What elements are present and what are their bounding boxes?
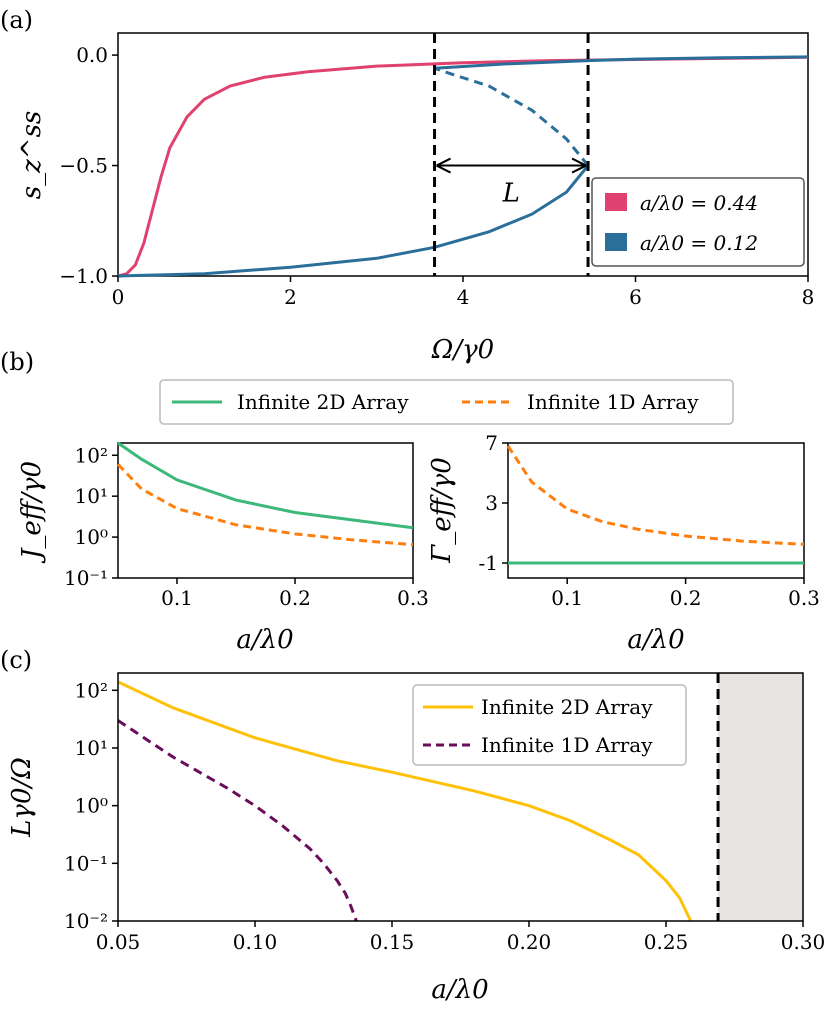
panel-a-series xyxy=(117,55,809,278)
panel-a-ylabel: s_z^ss xyxy=(17,111,47,200)
panel-c-legend-box xyxy=(412,684,687,766)
legend-label-044: a/λ0 = 0.44 xyxy=(640,191,758,215)
panel-b-right-ticks: 0.1 0.2 0.3 7 3 -1 xyxy=(479,431,820,610)
panel-b-legend-box xyxy=(159,379,734,425)
panel-a-ytick-label: 0.0 xyxy=(76,43,108,67)
panel-b-left-xtick-label: 0.2 xyxy=(279,586,311,610)
panel-b-right-ylabel: Γ_eff/γ0 xyxy=(427,457,457,564)
panel-a-plot: L 0 2 4 6 8 0.0 −0.5 −1.0 a/λ0 = 0.44 a/λ0 = 0.… xyxy=(17,32,814,365)
panel-b-right-xtick-label: 0.1 xyxy=(551,586,583,610)
panel-c-legend: Infinite 2D Array Infinite 1D Array xyxy=(412,684,687,766)
panel-a-xtick-label: 6 xyxy=(629,285,642,309)
panel-b-right-plot: 0.1 0.2 0.3 7 3 -1 a/λ0 Γ_eff/γ0 xyxy=(427,431,820,655)
panel-c-series xyxy=(117,680,693,922)
panel-b-left-ytick-label: 10² xyxy=(75,443,108,467)
panel-b-left-xtick-label: 0.1 xyxy=(161,586,193,610)
panel-b-right-xtick-label: 0.3 xyxy=(788,586,820,610)
panel-b-left-plot: 0.1 0.2 0.3 10² 10¹ 10⁰ 10⁻¹ a/λ0 J_eff/γ0 xyxy=(17,441,429,655)
panel-c-shade xyxy=(718,673,803,921)
panel-b-left-ytick-label: 10¹ xyxy=(75,484,108,508)
panel-c-xtick-label: 0.25 xyxy=(644,930,689,954)
panel-a-xlabel: Ω/γ0 xyxy=(431,335,494,365)
panel-b-left-series-0 xyxy=(117,441,414,530)
legend-label-c-1d: Infinite 1D Array xyxy=(481,733,653,757)
panel-b-right-ytick-label: -1 xyxy=(479,551,498,575)
panel-b-left-xlabel: a/λ0 xyxy=(236,625,293,655)
panel-a-xtick-label: 4 xyxy=(457,285,470,309)
panel-c-ytick-label: 10¹ xyxy=(75,736,108,760)
panel-c-xtick-label: 0.20 xyxy=(507,930,552,954)
legend-label-c-2d: Infinite 2D Array xyxy=(481,695,653,719)
panel-c-series-1 xyxy=(117,719,358,922)
panel-b-right-series xyxy=(506,445,805,565)
panel-a-legend: a/λ0 = 0.44 a/λ0 = 0.12 xyxy=(591,177,805,267)
arrow-head-left xyxy=(436,157,451,174)
panel-b-right-ytick-label: 3 xyxy=(485,491,498,515)
panel-a-ytick-label: −1.0 xyxy=(59,264,108,288)
panel-b-left-ylabel: J_eff/γ0 xyxy=(17,461,47,564)
panel-c-plot: 0.05 0.10 0.15 0.20 0.25 0.30 10² 10¹ 10⁰ 10⁻¹ 10⁻… xyxy=(7,672,825,1005)
legend-label-1d: Infinite 1D Array xyxy=(527,390,699,414)
panel-c-ticks: 0.05 0.10 0.15 0.20 0.25 0.30 10² 10¹ 10⁰ 10⁻¹ 10⁻… xyxy=(64,678,825,954)
panel-c-series-0 xyxy=(117,680,693,922)
panel-c-frame xyxy=(117,672,804,922)
legend-label-2d: Infinite 2D Array xyxy=(237,390,409,414)
panel-a-vlines xyxy=(433,33,590,276)
panel-c-xtick-label: 0.30 xyxy=(781,930,826,954)
panel-a-series-3 xyxy=(434,55,809,70)
arrow-head-right xyxy=(571,157,587,174)
panel-b-left-ytick-label: 10⁰ xyxy=(75,525,108,549)
panel-b-left-series xyxy=(116,441,414,547)
panel-b-left-ytick-label: 10⁻¹ xyxy=(64,566,108,590)
panel-b-left-series-1 xyxy=(116,463,414,547)
panel-c-xlabel: a/λ0 xyxy=(431,975,488,1005)
panel-a-series-2 xyxy=(434,66,590,167)
panel-a-ticks: 0 2 4 6 8 0.0 −0.5 −1.0 xyxy=(59,43,814,309)
panel-a-arrow: L xyxy=(436,157,587,209)
panel-c-xtick-label: 0.10 xyxy=(233,930,278,954)
arrow-label: L xyxy=(502,179,520,209)
panel-b-left-xtick-label: 0.3 xyxy=(397,586,429,610)
panel-label-a: (a) xyxy=(0,6,33,34)
panel-a-series-0 xyxy=(117,55,809,278)
panel-a-xtick-label: 8 xyxy=(802,285,815,309)
panel-b-left-frame xyxy=(117,442,414,579)
panel-b-right-frame xyxy=(507,442,805,579)
legend-swatch-blue xyxy=(605,233,627,251)
panel-c-ytick-label: 10² xyxy=(75,678,108,702)
panel-c-ytick-label: 10⁻² xyxy=(64,909,108,933)
panel-a-legend-box xyxy=(591,177,805,267)
panel-a-xtick-label: 0 xyxy=(112,285,125,309)
panel-c-ylabel: Lγ0/Ω xyxy=(7,757,37,838)
panel-a-ytick-label: −0.5 xyxy=(59,154,108,178)
panel-b-right-xtick-label: 0.2 xyxy=(670,586,702,610)
panel-c-xtick-label: 0.05 xyxy=(96,930,141,954)
panel-a-xtick-label: 2 xyxy=(284,285,297,309)
panel-b-legend: Infinite 2D Array Infinite 1D Array xyxy=(159,379,734,425)
panel-label-b: (b) xyxy=(0,348,34,376)
legend-label-012: a/λ0 = 0.12 xyxy=(640,231,758,255)
panel-c-xtick-label: 0.15 xyxy=(370,930,415,954)
panel-c-ytick-label: 10⁻¹ xyxy=(64,851,108,875)
panel-b-right-ytick-label: 7 xyxy=(485,431,498,455)
panel-c-ytick-label: 10⁰ xyxy=(75,794,108,818)
panel-b-right-xlabel: a/λ0 xyxy=(627,625,684,655)
panel-label-c: (c) xyxy=(0,646,32,674)
panel-b-right-series-1 xyxy=(506,445,805,546)
legend-swatch-pink xyxy=(605,193,627,211)
panel-b-left-ticks: 0.1 0.2 0.3 10² 10¹ 10⁰ 10⁻¹ xyxy=(64,443,429,610)
forbidden-region xyxy=(718,673,803,921)
